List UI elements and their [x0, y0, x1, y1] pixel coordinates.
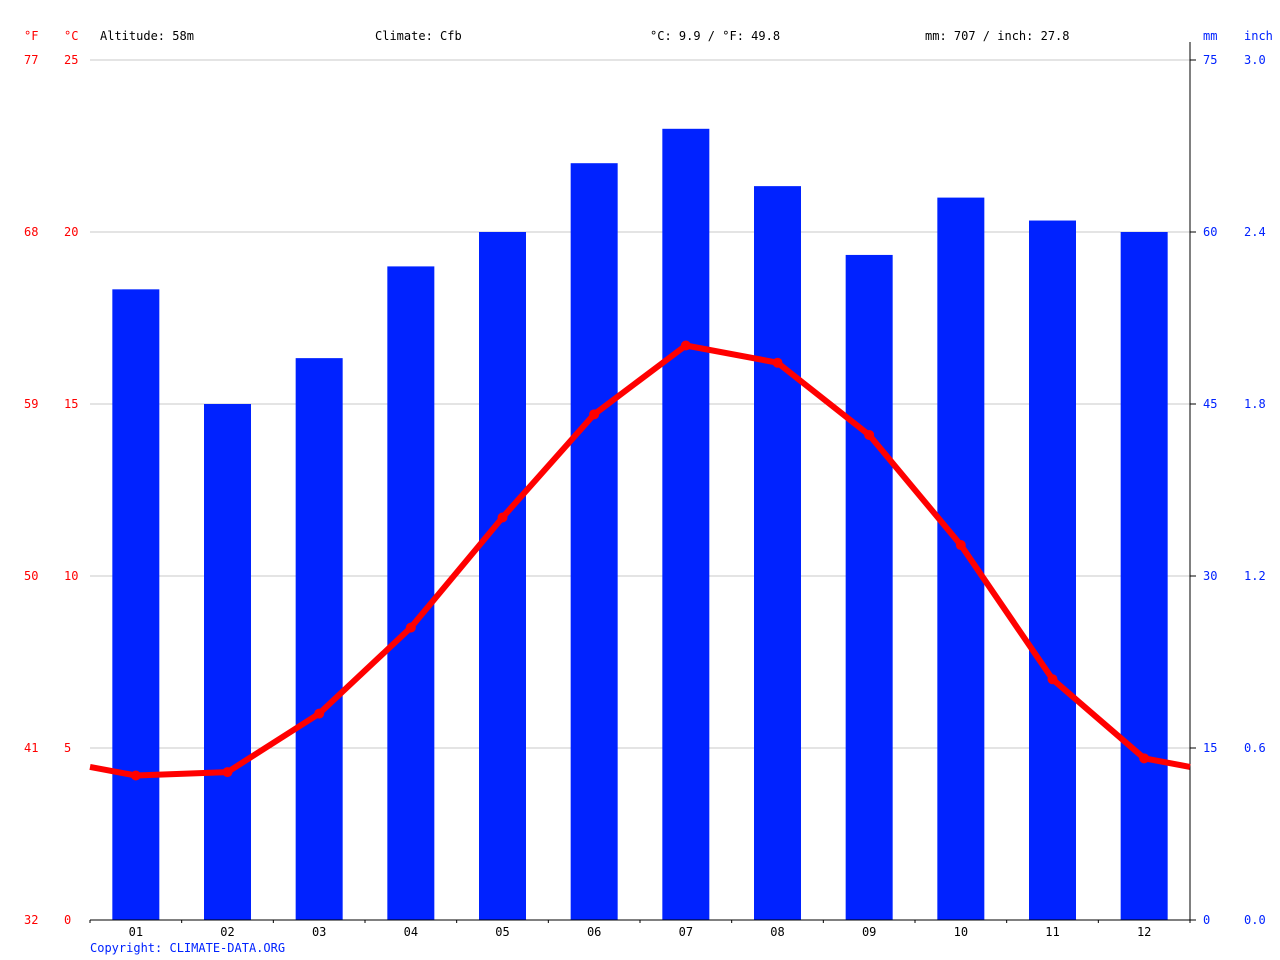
temperature-point — [772, 357, 783, 368]
month-tick-label: 05 — [495, 925, 509, 939]
fahrenheit-tick-label: 77 — [24, 53, 38, 67]
month-tick-label: 07 — [679, 925, 693, 939]
fahrenheit-axis-label: °F — [24, 29, 38, 43]
temperature-point — [864, 429, 875, 440]
precipitation-bar — [570, 163, 618, 920]
inch-tick-label: 0.0 — [1244, 913, 1266, 927]
temperature-point — [589, 409, 600, 420]
precipitation-bar — [479, 232, 526, 920]
precipitation-bar — [112, 289, 160, 920]
temperature-series-line — [89, 342, 1191, 779]
month-tick-label: 06 — [587, 925, 601, 939]
copyright-text: Copyright: CLIMATE-DATA.ORG — [90, 941, 285, 955]
precipitation-bar — [662, 128, 710, 921]
fahrenheit-tick-label: 32 — [24, 913, 38, 927]
celsius-tick-label: 25 — [64, 53, 78, 67]
temperature-point — [680, 340, 691, 351]
celsius-tick-label: 5 — [64, 741, 71, 755]
precipitation-bar — [1120, 232, 1168, 920]
temperature-line — [89, 340, 1191, 781]
celsius-tick-label: 20 — [64, 225, 78, 239]
inch-tick-label: 2.4 — [1244, 225, 1266, 239]
precipitation-bar — [204, 404, 251, 920]
temperature-point — [1047, 674, 1058, 685]
mm-tick-label: 30 — [1203, 569, 1217, 583]
gridlines — [90, 59, 1190, 749]
month-tick-label: 02 — [220, 925, 234, 939]
month-tick-label: 10 — [954, 925, 968, 939]
mm-tick-label: 75 — [1203, 53, 1217, 67]
celsius-tick-label: 10 — [64, 569, 78, 583]
inch-tick-label: 3.0 — [1244, 53, 1266, 67]
fahrenheit-tick-label: 68 — [24, 225, 38, 239]
temperature-point — [955, 540, 966, 551]
month-tick-label: 01 — [129, 925, 143, 939]
precipitation-bar — [937, 197, 985, 921]
inch-tick-label: 0.6 — [1244, 741, 1266, 755]
precipitation-bar — [754, 186, 801, 921]
month-tick-label: 11 — [1045, 925, 1059, 939]
climate-label: Climate: Cfb — [375, 29, 462, 43]
celsius-axis-label: °C — [64, 29, 78, 43]
month-tick-label: 04 — [404, 925, 418, 939]
mm-tick-label: 45 — [1203, 397, 1217, 411]
celsius-tick-label: 0 — [64, 913, 71, 927]
temperature-point — [405, 622, 416, 633]
chart-axes — [89, 42, 1196, 923]
precipitation-bar — [387, 266, 435, 920]
mm-tick-label: 60 — [1203, 225, 1217, 239]
inch-tick-label: 1.8 — [1244, 397, 1266, 411]
inch-axis-label: inch — [1244, 29, 1273, 43]
precipitation-bar — [1029, 220, 1076, 921]
celsius-tick-label: 15 — [64, 397, 78, 411]
month-tick-label: 08 — [770, 925, 784, 939]
average-temperature-label: °C: 9.9 / °F: 49.8 — [650, 29, 780, 43]
month-tick-label: 12 — [1137, 925, 1151, 939]
fahrenheit-tick-label: 59 — [24, 397, 38, 411]
altitude-label: Altitude: 58m — [100, 29, 194, 43]
precipitation-bar — [845, 254, 893, 920]
temperature-point — [130, 770, 141, 781]
temperature-point — [314, 708, 325, 719]
precipitation-total-label: mm: 707 / inch: 27.8 — [925, 29, 1070, 43]
precipitation-bar — [295, 358, 343, 921]
precipitation-bars — [112, 128, 1168, 921]
temperature-point — [497, 512, 508, 523]
temperature-point — [1139, 753, 1150, 764]
tick-labels: 32 0 0 0.0 41 5 15 0.6 50 10 30 1.2 59 15 45 1.8 68 20 60 2… — [24, 53, 1266, 939]
month-tick-label: 09 — [862, 925, 876, 939]
inch-tick-label: 1.2 — [1244, 569, 1266, 583]
mm-tick-label: 15 — [1203, 741, 1217, 755]
mm-axis-label: mm — [1203, 29, 1217, 43]
temperature-point — [222, 767, 233, 778]
month-tick-label: 03 — [312, 925, 326, 939]
mm-tick-label: 0 — [1203, 913, 1210, 927]
fahrenheit-tick-label: 41 — [24, 741, 38, 755]
fahrenheit-tick-label: 50 — [24, 569, 38, 583]
